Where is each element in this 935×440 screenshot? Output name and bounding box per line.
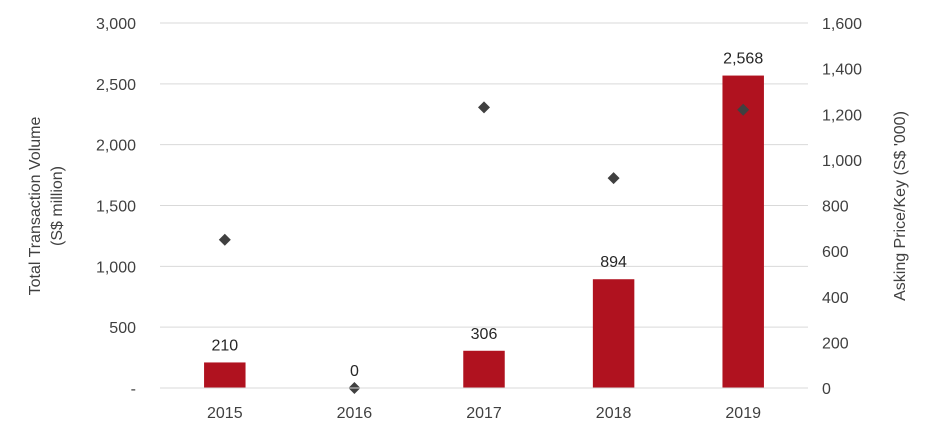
left-tick-label: 3,000 bbox=[96, 16, 136, 33]
right-axis-ticks: 0 200 400 600 800 1,000 1,200 1,400 1,600 bbox=[822, 16, 862, 398]
x-tick-label: 2016 bbox=[337, 405, 373, 422]
bar-data-label: 306 bbox=[471, 326, 498, 343]
bar-data-label: 2,568 bbox=[723, 51, 763, 68]
right-tick-label: 800 bbox=[822, 199, 849, 216]
bar-data-labels: 210 0 306 894 2,568 bbox=[211, 51, 763, 380]
right-tick-label: 600 bbox=[822, 244, 849, 261]
bar-data-label: 0 bbox=[350, 363, 359, 380]
bar-data-label: 210 bbox=[211, 337, 238, 354]
left-tick-label: 2,500 bbox=[96, 77, 136, 94]
right-tick-label: 400 bbox=[822, 290, 849, 307]
right-tick-label: 1,600 bbox=[822, 16, 862, 33]
bar bbox=[722, 75, 764, 388]
left-tick-label: 1,000 bbox=[96, 259, 136, 276]
bar-data-label: 894 bbox=[600, 254, 627, 271]
right-tick-label: 1,000 bbox=[822, 153, 862, 170]
gridlines bbox=[160, 22, 808, 328]
price-marker-series bbox=[218, 101, 750, 394]
bar bbox=[592, 279, 635, 388]
x-tick-label: 2018 bbox=[596, 405, 632, 422]
right-tick-label: 200 bbox=[822, 335, 849, 352]
price-marker bbox=[737, 103, 750, 116]
bar-series bbox=[204, 75, 764, 388]
right-tick-label: 0 bbox=[822, 381, 831, 398]
left-tick-label: - bbox=[131, 381, 136, 398]
left-tick-label: 2,000 bbox=[96, 138, 136, 155]
left-tick-label: 500 bbox=[109, 320, 136, 337]
left-axis-ticks: - 500 1,000 1,500 2,000 2,500 3,000 bbox=[96, 16, 136, 398]
left-axis-title-line2: (S$ million) bbox=[49, 166, 66, 246]
bar bbox=[204, 362, 246, 388]
x-tick-label: 2019 bbox=[725, 405, 761, 422]
left-axis-title-line1: Total Transaction Volume bbox=[27, 117, 44, 296]
x-axis-ticks: 2015 2016 2017 2018 2019 bbox=[207, 405, 761, 422]
right-axis-title: Asking Price/Key (S$ '000) bbox=[892, 111, 909, 301]
price-marker bbox=[218, 233, 231, 246]
left-tick-label: 1,500 bbox=[96, 199, 136, 216]
x-tick-label: 2015 bbox=[207, 405, 243, 422]
price-marker bbox=[478, 101, 490, 114]
x-tick-label: 2017 bbox=[466, 405, 502, 422]
price-marker bbox=[607, 172, 620, 185]
bar bbox=[463, 350, 505, 388]
right-tick-label: 1,400 bbox=[822, 62, 862, 79]
right-tick-label: 1,200 bbox=[822, 107, 862, 124]
